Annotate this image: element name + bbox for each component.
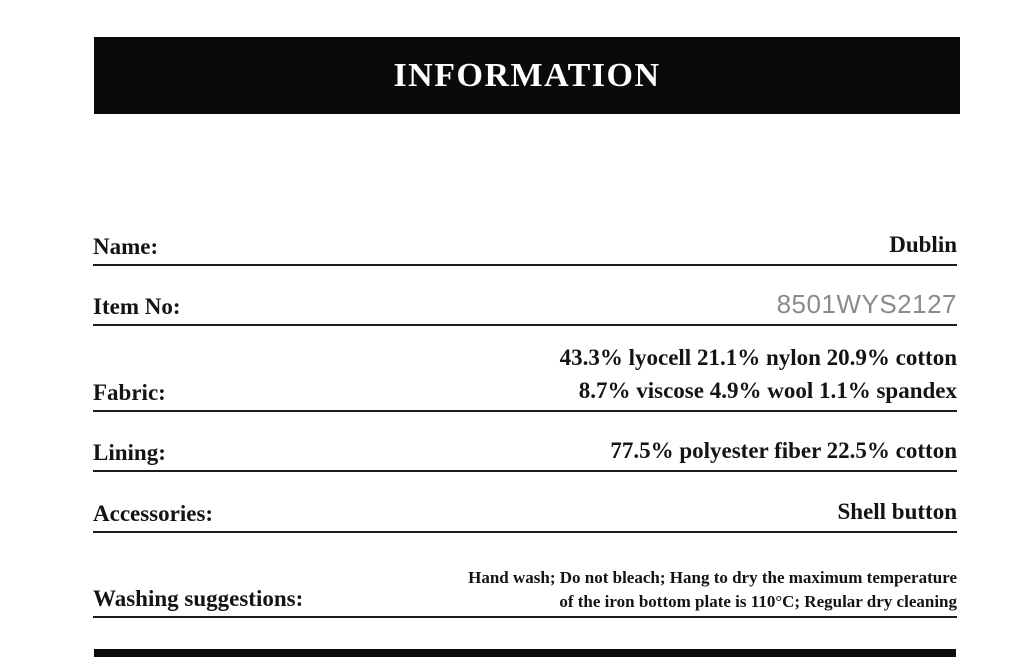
lining-label: Lining: <box>93 440 166 465</box>
name-value: Dublin <box>889 228 957 261</box>
washing-suggestions-label: Washing suggestions: <box>93 586 304 611</box>
info-row-lining: Lining: 77.5% polyester fiber 22.5% cott… <box>93 420 957 472</box>
washing-suggestions-value: Hand wash; Do not bleach; Hang to dry th… <box>468 566 957 613</box>
washing-value-line-2: of the iron bottom plate is 110°C; Regul… <box>559 591 957 611</box>
lining-value-line: 77.5% polyester fiber 22.5% cotton <box>610 438 957 463</box>
item-no-value: 8501WYS2127 <box>777 288 957 321</box>
info-row-fabric: Fabric: 43.3% lyocell 21.1% nylon 20.9% … <box>93 330 957 412</box>
washing-value-line-1: Hand wash; Do not bleach; Hang to dry th… <box>468 568 957 587</box>
fabric-value: 43.3% lyocell 21.1% nylon 20.9% cotton 8… <box>560 341 957 407</box>
lining-value: 77.5% polyester fiber 22.5% cotton <box>610 434 957 467</box>
accessories-label: Accessories: <box>93 501 214 526</box>
information-banner-title: INFORMATION <box>393 56 661 94</box>
info-row-item-no: Item No: 8501WYS2127 <box>93 274 957 326</box>
fabric-value-line-2: 8.7% viscose 4.9% wool 1.1% spandex <box>578 378 957 403</box>
next-section-banner-edge <box>94 649 956 657</box>
accessories-value-line: Shell button <box>837 499 957 524</box>
name-label: Name: <box>93 234 159 259</box>
item-no-value-line: 8501WYS2127 <box>776 289 957 319</box>
info-row-name: Name: Dublin <box>93 214 957 266</box>
fabric-value-line-1: 43.3% lyocell 21.1% nylon 20.9% cotton <box>559 345 957 370</box>
accessories-value: Shell button <box>837 495 957 528</box>
info-row-accessories: Accessories: Shell button <box>93 481 957 533</box>
fabric-label: Fabric: <box>93 380 166 405</box>
item-no-label: Item No: <box>93 294 181 319</box>
information-banner: INFORMATION <box>94 37 960 114</box>
info-row-washing-suggestions: Washing suggestions: Hand wash; Do not b… <box>93 552 957 618</box>
name-value-line: Dublin <box>889 232 957 257</box>
